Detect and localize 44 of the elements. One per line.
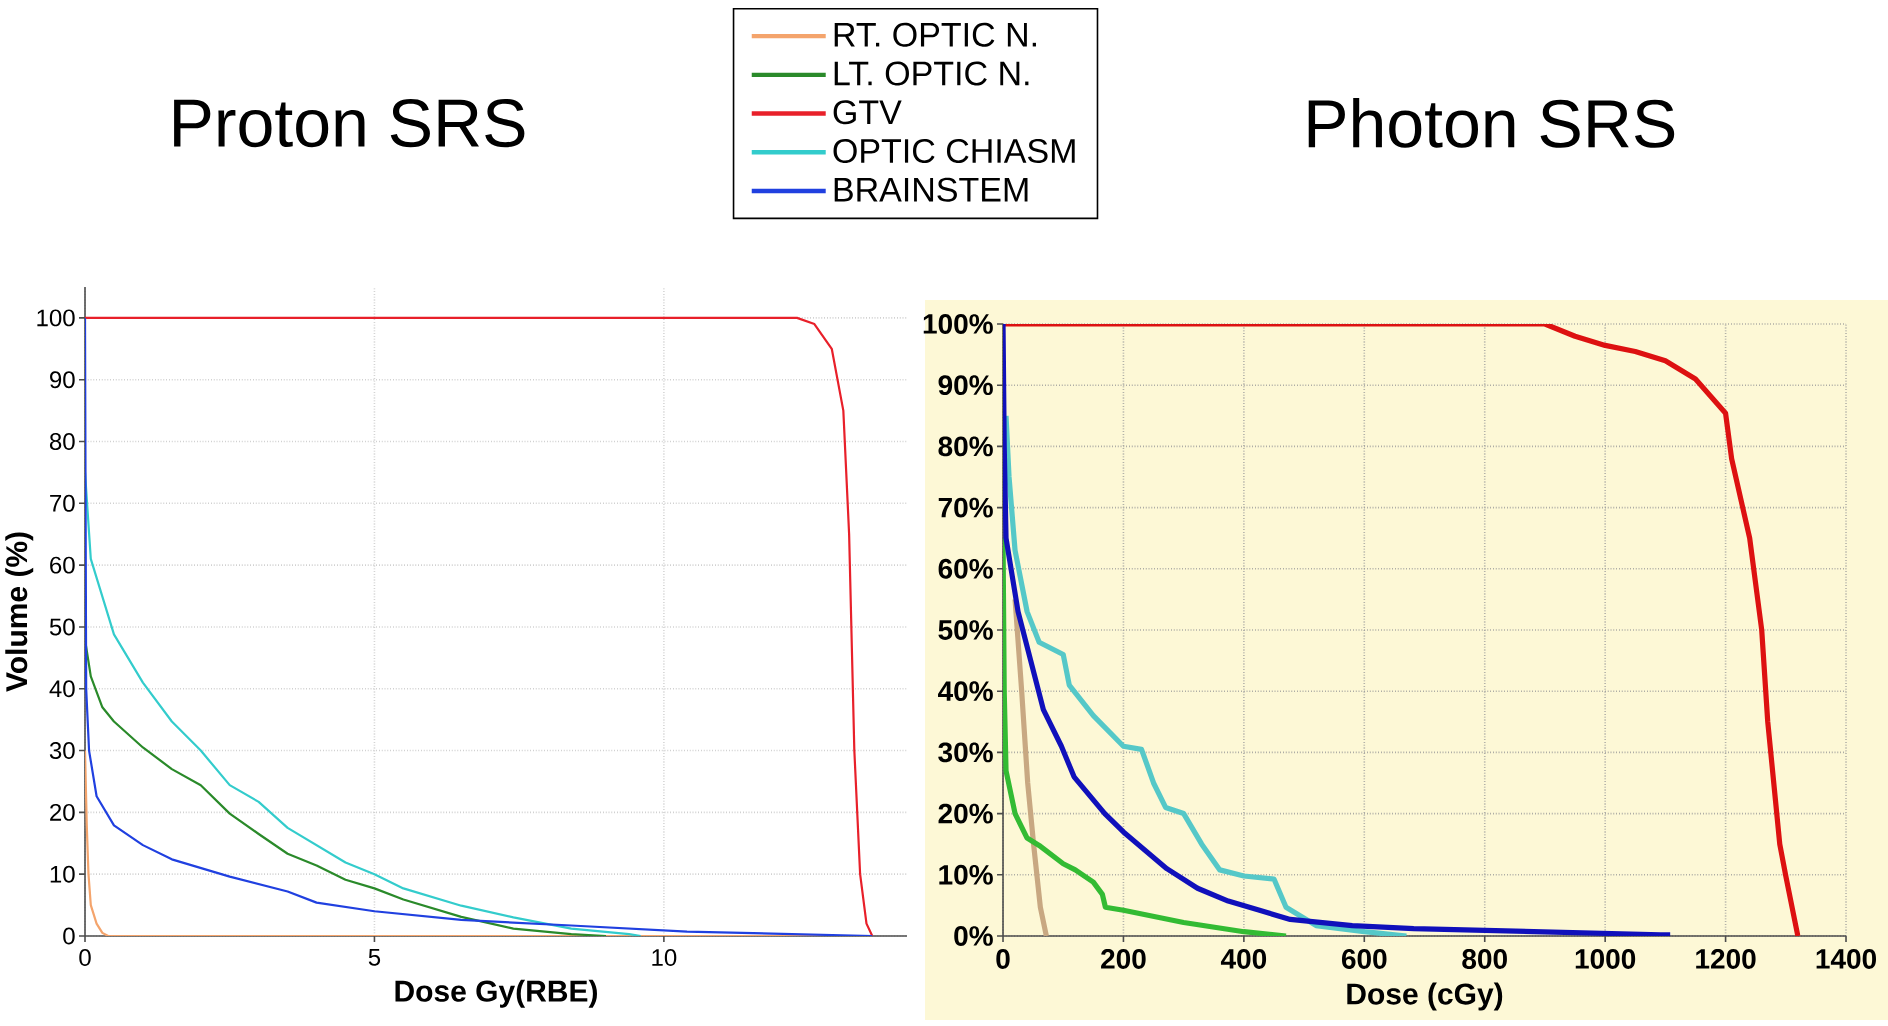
y-tick-label: 20	[50, 803, 75, 821]
y-axis-title: Volume (%)	[5, 532, 34, 692]
x-tick-label: 0	[996, 949, 1010, 969]
x-tick-label: 0	[79, 949, 91, 967]
y-tick-label: 100	[37, 309, 75, 327]
chart-title: Photon SRS	[1308, 97, 1675, 148]
y-tick-label: 60%	[938, 558, 993, 579]
y-tick-label: 70	[50, 494, 75, 512]
y-tick-label: 80	[49, 433, 75, 450]
legend-label: RT. OPTIC N.	[834, 22, 1036, 47]
x-tick-label: 400	[1220, 949, 1267, 969]
y-tick-label: 10	[50, 865, 75, 883]
x-tick-label: 1000	[1575, 949, 1636, 969]
x-tick-label: 10	[652, 949, 677, 967]
y-tick-label: 0	[63, 927, 75, 945]
x-axis-title: Dose (cGy)	[1347, 982, 1503, 1011]
legend-label: LT. OPTIC N.	[834, 61, 1029, 86]
y-tick-label: 30	[49, 742, 75, 760]
y-tick-label: 50%	[938, 620, 993, 640]
y-tick-label: 100%	[923, 314, 993, 334]
y-tick-label: 90%	[938, 375, 993, 396]
y-tick-label: 40	[49, 680, 75, 698]
x-tick-label: 200	[1101, 949, 1146, 969]
x-tick-label: 1200	[1696, 949, 1756, 969]
y-tick-label: 20%	[938, 803, 993, 824]
legend-label: OPTIC CHIASM	[833, 138, 1075, 164]
chart-title: Proton SRS	[174, 99, 525, 148]
y-tick-label: 70%	[938, 497, 993, 518]
x-tick-label: 5	[368, 949, 381, 966]
line-series	[85, 316, 874, 936]
x-axis-title: Dose Gy(RBE)	[395, 979, 597, 1008]
x-tick-label: 800	[1462, 949, 1507, 969]
y-tick-label: 90	[50, 371, 75, 389]
legend-label: GTV	[833, 100, 902, 125]
y-tick-label: 30%	[938, 742, 993, 763]
y-tick-label: 80%	[938, 436, 993, 457]
y-tick-label: 50	[49, 618, 75, 636]
legend-label: BRAINSTEM	[834, 177, 1028, 202]
y-tick-label: 0%	[954, 926, 993, 946]
x-tick-label: 1400	[1816, 949, 1876, 969]
x-tick-label: 600	[1341, 949, 1387, 969]
y-tick-label: 10%	[939, 864, 993, 885]
y-tick-label: 60	[50, 556, 75, 574]
y-tick-label: 40%	[938, 681, 993, 702]
